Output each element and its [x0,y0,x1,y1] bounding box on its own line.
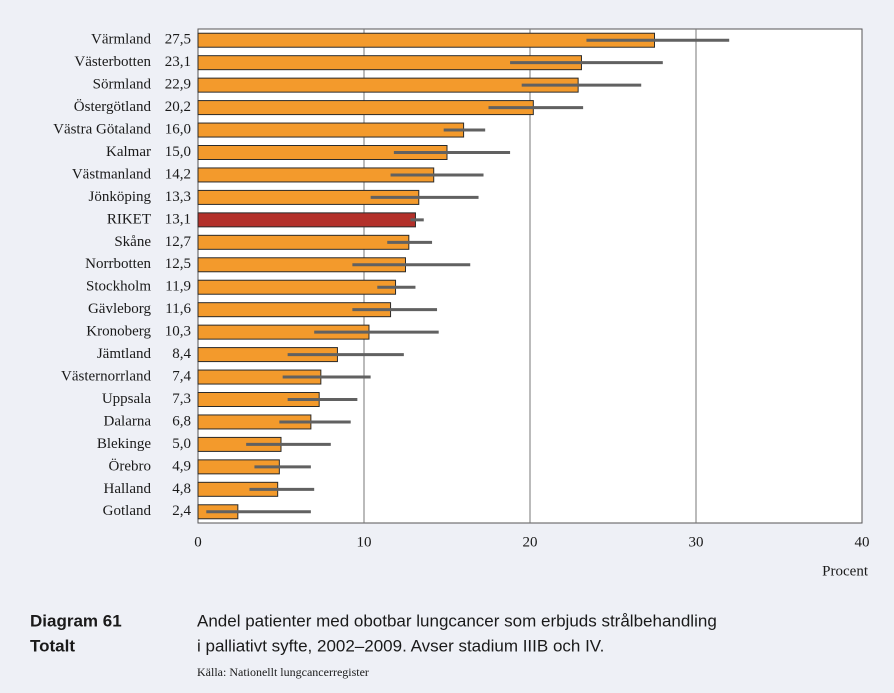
bar [197,77,579,93]
value-label: 14,2 [165,166,191,182]
bar [197,100,534,116]
value-label: 13,3 [165,189,191,205]
bar [197,234,410,250]
category-label: Sörmland [93,77,152,93]
category-label: Norrbotten [85,256,151,272]
category-label: Skåne [114,234,151,250]
x-tick-label: 30 [689,534,704,550]
category-label: Jämtland [97,346,152,362]
category-label: Stockholm [86,279,151,295]
category-label: Västerbotten [74,54,151,70]
bar [197,212,416,228]
value-label: 22,9 [165,77,191,93]
value-label: 12,5 [165,256,191,272]
category-label: Örebro [109,457,151,474]
value-label: 11,9 [165,279,191,295]
value-label: 6,8 [172,413,191,429]
value-label: 8,4 [172,346,191,362]
category-label: Kalmar [106,144,151,160]
category-label: Jönköping [88,189,151,205]
caption: i palliativt syfte, 2002–2009. Avser sta… [197,636,604,655]
category-label: Blekinge [97,436,151,452]
x-tick-label: 10 [357,534,372,550]
figure-subtitle: Totalt [30,636,75,655]
category-label: Värmland [91,32,151,48]
value-label: 12,7 [165,234,192,250]
bar [197,32,655,48]
category-label: Uppsala [102,391,151,407]
value-label: 10,3 [165,324,191,340]
value-label: 4,9 [172,458,191,474]
category-label: Dalarna [104,413,152,429]
value-label: 7,4 [172,368,191,384]
value-label: 27,5 [165,32,191,48]
figure-label: Diagram 61 [30,611,122,630]
x-axis-label: Procent [822,563,869,579]
category-label: Västernorrland [61,368,151,384]
value-label: 15,0 [165,144,191,160]
caption: Andel patienter med obotbar lungcancer s… [197,611,717,630]
value-label: 13,1 [165,211,191,227]
x-tick-label: 20 [523,534,538,550]
category-label: Östergötland [74,98,152,115]
value-label: 16,0 [165,121,191,137]
category-label: RIKET [107,211,151,227]
source: Källa: Nationellt lungcancerregister [197,665,369,679]
bar [197,122,465,138]
value-label: 2,4 [172,503,191,519]
value-label: 4,8 [172,481,191,497]
x-tick-label: 40 [855,534,870,550]
category-label: Västra Götaland [53,121,151,137]
value-label: 23,1 [165,54,191,70]
category-label: Gävleborg [88,301,152,317]
value-label: 11,6 [165,301,191,317]
category-label: Västmanland [72,166,152,182]
value-label: 5,0 [172,436,191,452]
category-label: Halland [104,481,152,497]
bar [197,279,397,295]
x-tick-label: 0 [194,534,202,550]
category-label: Kronoberg [86,324,151,340]
category-label: Gotland [103,503,152,519]
value-label: 20,2 [165,99,191,115]
value-label: 7,3 [172,391,191,407]
